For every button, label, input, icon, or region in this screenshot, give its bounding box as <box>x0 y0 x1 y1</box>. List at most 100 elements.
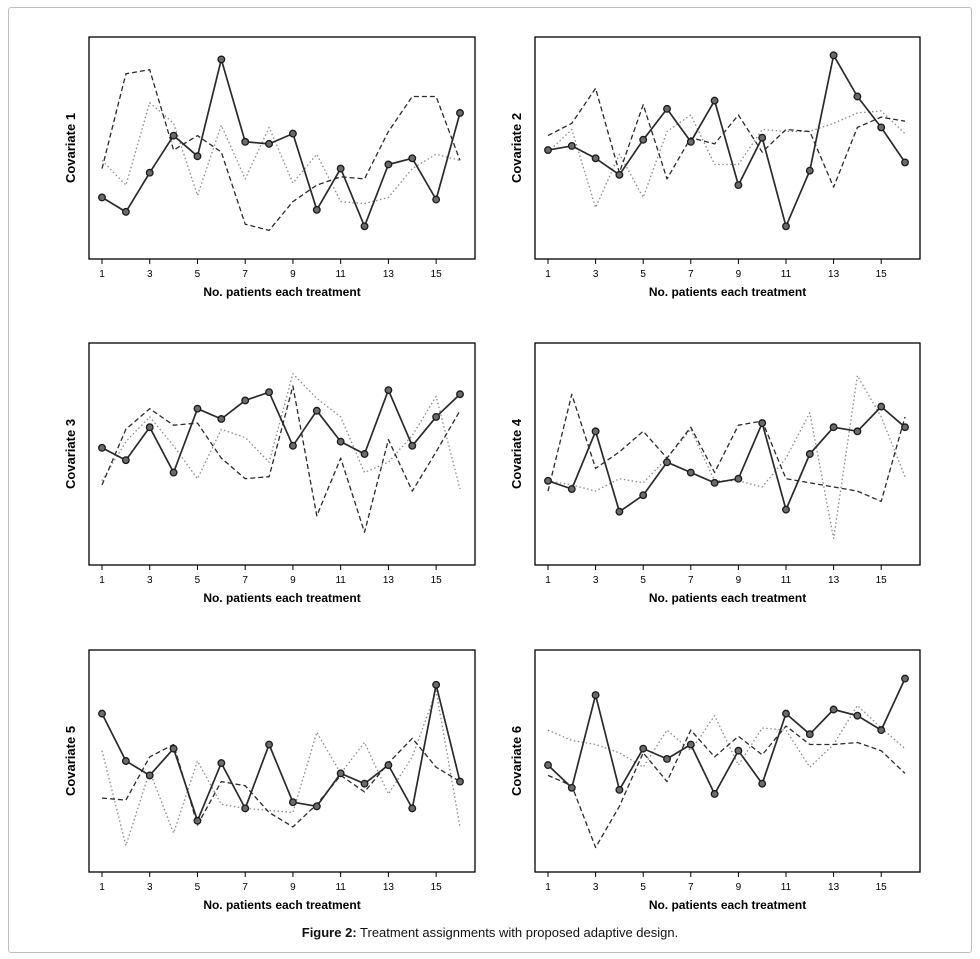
x-tick-label: 13 <box>828 269 840 280</box>
x-tick-label: 3 <box>147 882 153 893</box>
data-point <box>615 170 624 179</box>
data-point <box>169 468 178 477</box>
data-point <box>544 476 552 485</box>
x-tick-label: 1 <box>545 882 551 893</box>
data-point <box>121 757 130 765</box>
x-axis-label: No. patients each treatment <box>649 898 806 912</box>
data-point <box>408 441 417 450</box>
series-line-dotted <box>547 375 906 540</box>
x-axis-label: No. patients each treatment <box>203 898 360 912</box>
x-tick-label: 1 <box>545 269 551 280</box>
x-tick-label: 13 <box>828 882 840 893</box>
data-point <box>169 131 178 140</box>
data-point <box>265 388 274 397</box>
x-tick-label: 3 <box>147 575 153 586</box>
data-point <box>312 406 321 415</box>
data-point <box>544 761 552 770</box>
data-point <box>710 478 719 487</box>
data-point <box>241 137 250 146</box>
plot-frame <box>88 342 476 566</box>
x-tick-label: 3 <box>593 269 599 280</box>
series-line-dotted <box>101 102 461 205</box>
x-tick-label: 7 <box>242 575 248 586</box>
data-point <box>241 804 250 813</box>
data-point <box>456 777 464 786</box>
y-axis-label: Covariate 4 <box>509 418 524 489</box>
data-point <box>360 779 369 788</box>
data-point <box>758 419 767 428</box>
x-tick-label: 11 <box>335 269 346 280</box>
data-point <box>145 771 154 780</box>
data-point <box>193 816 202 825</box>
plot-frame <box>88 36 476 260</box>
x-tick-label: 11 <box>781 575 792 586</box>
y-axis-label: Covariate 1 <box>63 113 78 183</box>
data-point <box>901 674 909 683</box>
data-point <box>853 92 862 101</box>
y-axis-label: Covariate 2 <box>509 113 524 183</box>
data-point <box>432 412 441 421</box>
data-point <box>591 427 600 436</box>
plot-frame <box>534 649 921 873</box>
x-tick-label: 15 <box>431 269 443 280</box>
x-tick-label: 5 <box>195 882 201 893</box>
data-point <box>336 164 345 173</box>
x-tick-label: 15 <box>431 575 443 586</box>
data-point <box>829 423 838 432</box>
series-line-dashed <box>547 393 906 503</box>
data-point <box>567 783 576 792</box>
x-axis-label: No. patients each treatment <box>203 591 360 605</box>
data-point <box>145 168 154 177</box>
data-point <box>360 222 369 231</box>
x-tick-label: 13 <box>828 575 840 586</box>
data-point <box>288 798 297 807</box>
x-axis-label: No. patients each treatment <box>649 591 806 605</box>
x-tick-label: 11 <box>335 882 346 893</box>
x-axis-label: No. patients each treatment <box>649 285 806 299</box>
data-point <box>591 691 600 700</box>
x-tick-label: 7 <box>688 882 694 893</box>
data-point <box>408 154 417 163</box>
data-point <box>567 485 576 493</box>
series-line-solid-markers <box>547 405 906 513</box>
data-point <box>782 709 790 718</box>
data-point <box>169 744 178 753</box>
series-line-dashed <box>547 725 906 849</box>
x-tick-label: 9 <box>290 269 296 280</box>
data-point <box>853 711 862 720</box>
x-tick-label: 15 <box>431 882 443 893</box>
data-point <box>615 507 624 516</box>
data-point <box>805 450 814 458</box>
data-point <box>336 769 345 778</box>
x-tick-label: 5 <box>195 575 201 586</box>
data-point <box>710 96 719 105</box>
series-line-dotted <box>547 704 906 768</box>
series-line-dashed <box>101 385 461 533</box>
x-tick-label: 13 <box>383 882 395 893</box>
data-point <box>145 423 154 432</box>
y-axis-label: Covariate 5 <box>63 726 78 796</box>
data-point <box>432 680 441 689</box>
plot-frame <box>88 649 476 873</box>
data-point <box>734 181 743 190</box>
x-tick-label: 9 <box>290 575 296 586</box>
data-point <box>877 123 886 132</box>
x-tick-label: 9 <box>736 882 742 893</box>
data-point <box>877 402 886 411</box>
data-point <box>829 705 838 714</box>
data-point <box>591 154 600 163</box>
plot-frame <box>534 342 921 566</box>
plot-frame <box>534 36 921 260</box>
x-tick-label: 7 <box>242 882 248 893</box>
x-axis-label: No. patients each treatment <box>203 285 360 299</box>
data-point <box>686 468 695 477</box>
figure-caption: Figure 2: Treatment assignments with pro… <box>0 925 980 940</box>
caption-text: Treatment assignments with proposed adap… <box>356 925 679 940</box>
series-line-solid-markers <box>547 678 906 795</box>
data-point <box>615 785 624 794</box>
x-tick-label: 7 <box>688 269 694 280</box>
data-point <box>360 450 369 458</box>
